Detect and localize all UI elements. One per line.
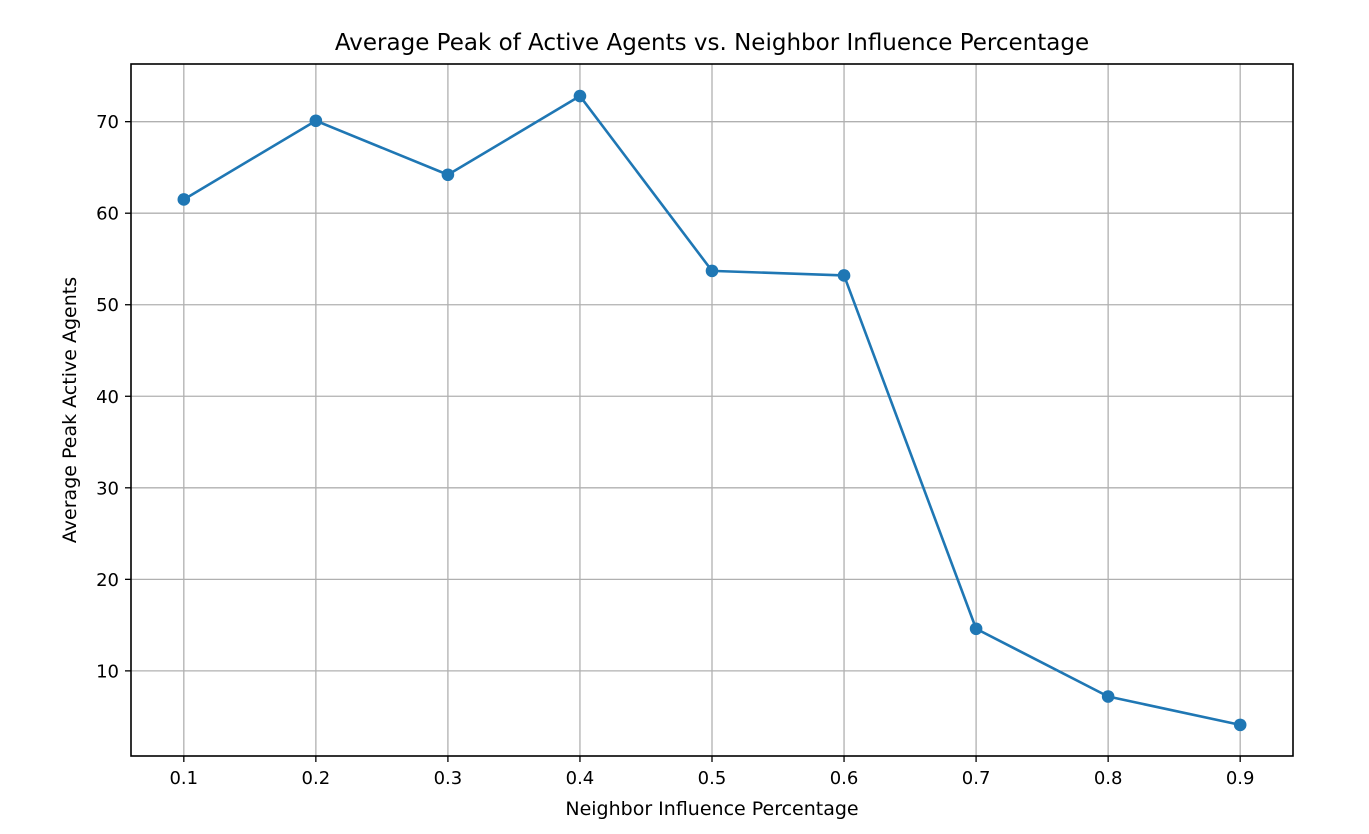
data-point [441,168,455,182]
x-tick-label: 0.9 [1226,768,1255,789]
data-point [705,264,719,278]
y-tick-label: 70 [96,112,119,133]
y-axis-label: Average Peak Active Agents [59,277,81,543]
y-tick-label: 40 [96,387,119,408]
data-point [1101,690,1115,703]
data-point [177,193,191,206]
data-point [969,622,983,636]
data-point [309,114,323,128]
x-tick-label: 0.1 [169,768,198,789]
series-layer [177,89,1247,732]
x-tick-label: 0.5 [698,768,727,789]
y-tick-label: 30 [96,478,119,499]
x-axis-label: Neighbor Influence Percentage [565,798,858,820]
x-tick-label: 0.7 [962,768,991,789]
data-point [573,89,587,103]
x-axis: 0.1 0.2 0.3 0.4 0.5 0.6 0.7 0.8 0.9 [169,756,1255,789]
y-tick-label: 60 [96,204,119,225]
x-tick-label: 0.4 [566,768,595,789]
x-tick-label: 0.6 [830,768,859,789]
y-tick-label: 50 [96,295,119,316]
x-tick-label: 0.2 [302,768,331,789]
data-point [837,269,851,282]
data-point [1233,718,1247,732]
y-tick-label: 20 [96,570,119,591]
y-tick-label: 10 [96,661,119,682]
y-axis: 10 20 30 40 50 60 70 [96,112,131,682]
x-tick-label: 0.3 [434,768,463,789]
chart-title: Average Peak of Active Agents vs. Neighb… [335,30,1089,56]
x-tick-label: 0.8 [1094,768,1123,789]
